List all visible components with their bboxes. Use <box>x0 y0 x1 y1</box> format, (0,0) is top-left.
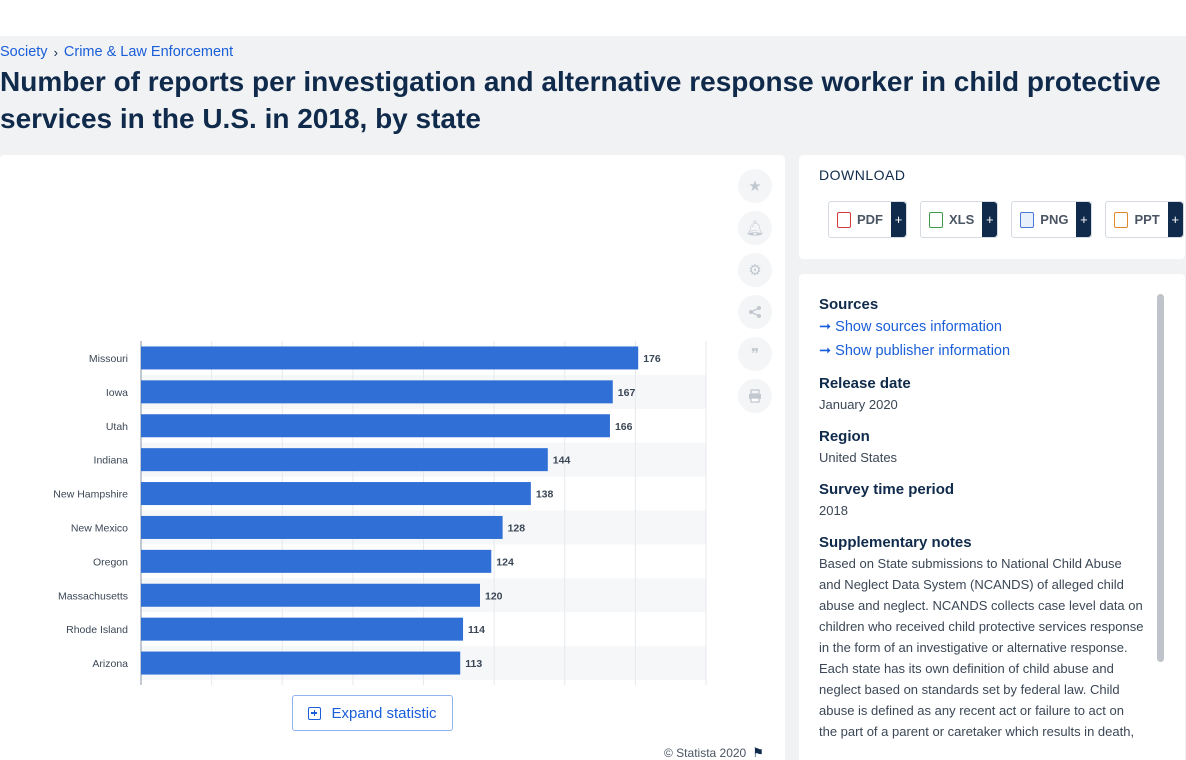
chart-card: Missouri 176 Iowa 167 Utah 166 Indiana 144 New H… <box>0 155 785 760</box>
xls-file-icon <box>929 212 943 228</box>
bar-chart: Missouri 176 Iowa 167 Utah 166 Indiana 144 New H… <box>0 155 730 685</box>
page-title: Number of reports per investigation and … <box>0 63 1170 137</box>
notes-text: Based on State submissions to National C… <box>819 553 1145 742</box>
category-label: Indiana <box>94 455 129 467</box>
notes-heading: Supplementary notes <box>819 534 1145 551</box>
download-xls-button[interactable]: XLS + <box>920 201 998 238</box>
download-ppt-button[interactable]: PPT + <box>1105 201 1183 238</box>
category-label: New Hampshire <box>53 489 128 501</box>
category-label: Arizona <box>92 658 128 670</box>
category-label: Iowa <box>106 387 128 399</box>
data-label: 144 <box>553 455 571 467</box>
data-label: 124 <box>496 556 514 568</box>
copyright: © Statista 2020 ⚑ <box>664 745 764 760</box>
data-label: 120 <box>485 590 503 602</box>
survey-section: Survey time period 2018 <box>819 481 1145 522</box>
download-pdf-button[interactable]: PDF + <box>828 201 907 238</box>
sources-heading: Sources <box>819 296 1145 313</box>
chart-toolbar: ★ 🔔︎ ⚙ ❞ <box>738 169 772 413</box>
breadcrumb: Society › Crime & Law Enforcement <box>0 44 233 60</box>
ppt-file-icon <box>1114 212 1128 228</box>
bar <box>141 380 613 403</box>
category-label: Oregon <box>93 556 128 568</box>
expand-statistic-button[interactable]: Expand statistic <box>292 695 453 731</box>
show-sources-link[interactable]: ➞ Show sources information <box>819 315 1145 339</box>
print-icon[interactable] <box>738 379 772 413</box>
show-publisher-label: Show publisher information <box>835 339 1010 363</box>
bar <box>141 346 638 369</box>
data-label: 113 <box>465 658 482 670</box>
show-publisher-link[interactable]: ➞ Show publisher information <box>819 339 1145 363</box>
release-heading: Release date <box>819 375 1145 392</box>
share-icon[interactable] <box>738 295 772 329</box>
bar <box>141 516 503 539</box>
survey-heading: Survey time period <box>819 481 1145 498</box>
plus-icon: + <box>982 202 997 237</box>
region-section: Region United States <box>819 428 1145 469</box>
info-content: Sources ➞ Show sources information ➞ Show … <box>819 296 1145 754</box>
breadcrumb-society[interactable]: Society <box>0 44 48 60</box>
plus-square-icon <box>308 707 321 720</box>
bell-icon[interactable]: 🔔︎ <box>738 211 772 245</box>
region-value: United States <box>819 447 1145 469</box>
copyright-text[interactable]: © Statista 2020 <box>664 746 746 760</box>
download-card: DOWNLOAD PDF + XLS + PNG + PPT + <box>799 155 1185 259</box>
star-icon[interactable]: ★ <box>738 169 772 203</box>
sources-section: Sources ➞ Show sources information ➞ Show … <box>819 296 1145 363</box>
plus-icon: + <box>1076 202 1091 237</box>
data-label: 176 <box>643 353 661 365</box>
download-xls-label: XLS <box>949 212 974 227</box>
data-label: 128 <box>508 522 526 534</box>
bar <box>141 584 480 607</box>
download-buttons: PDF + XLS + PNG + PPT + <box>828 201 1184 238</box>
bar <box>141 652 460 675</box>
bar <box>141 448 548 471</box>
breadcrumb-crime-law[interactable]: Crime & Law Enforcement <box>64 44 233 60</box>
download-title: DOWNLOAD <box>819 167 905 183</box>
category-label: Utah <box>106 421 128 433</box>
pdf-file-icon <box>837 212 851 228</box>
png-file-icon <box>1020 212 1034 228</box>
data-label: 167 <box>618 387 636 399</box>
category-label: New Mexico <box>71 522 128 534</box>
release-section: Release date January 2020 <box>819 375 1145 416</box>
download-ppt-label: PPT <box>1134 212 1159 227</box>
data-label: 166 <box>615 421 633 433</box>
expand-label: Expand statistic <box>331 705 436 722</box>
plus-icon: + <box>891 202 906 237</box>
data-label: 114 <box>468 624 485 636</box>
gear-icon[interactable]: ⚙ <box>738 253 772 287</box>
bar <box>141 550 491 573</box>
category-label: Massachusetts <box>58 590 128 602</box>
bar <box>141 618 463 641</box>
flag-icon[interactable]: ⚑ <box>752 745 764 760</box>
quote-icon[interactable]: ❞ <box>738 337 772 371</box>
download-png-label: PNG <box>1040 212 1068 227</box>
chevron-right-icon: › <box>54 45 58 60</box>
arrow-right-icon: ➞ <box>819 339 831 363</box>
region-heading: Region <box>819 428 1145 445</box>
notes-section: Supplementary notes Based on State submi… <box>819 534 1145 742</box>
category-label: Missouri <box>89 353 128 365</box>
data-label: 138 <box>536 489 554 501</box>
bar <box>141 482 531 505</box>
info-scrollbar[interactable] <box>1157 294 1164 662</box>
download-png-button[interactable]: PNG + <box>1011 201 1092 238</box>
arrow-right-icon: ➞ <box>819 315 831 339</box>
release-value: January 2020 <box>819 394 1145 416</box>
plus-icon: + <box>1168 202 1183 237</box>
download-pdf-label: PDF <box>857 212 883 227</box>
show-sources-label: Show sources information <box>835 315 1002 339</box>
category-label: Rhode Island <box>66 624 128 636</box>
survey-value: 2018 <box>819 500 1145 522</box>
top-navigation-bar <box>0 0 1186 36</box>
info-card: Sources ➞ Show sources information ➞ Show … <box>799 274 1185 760</box>
bar <box>141 414 610 437</box>
